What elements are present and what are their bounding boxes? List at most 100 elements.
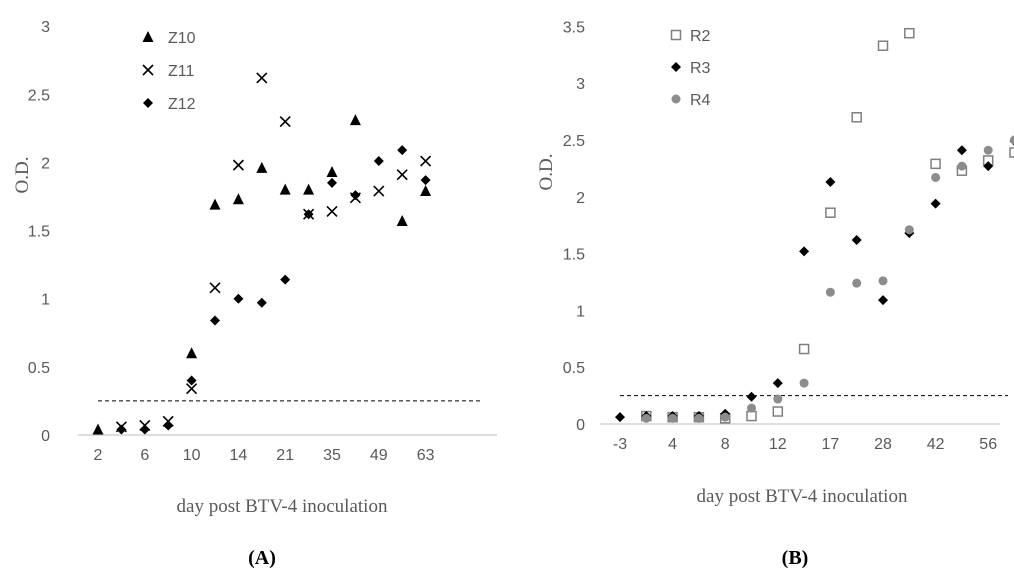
panel-b-x-tick-4: 17	[822, 436, 840, 453]
panel-b-x-tick-6: 42	[927, 436, 945, 453]
panel-b-legend-r3-marker	[671, 62, 681, 72]
panel-b-r4-point-1	[641, 413, 651, 423]
panel-a-z11-point-7	[256, 72, 268, 84]
panel-b-r2-point-12	[930, 158, 941, 170]
panel-b-legend-r4-label: R4	[690, 92, 711, 109]
panel-a-z11-point-12	[373, 185, 385, 197]
panel-a-z11-point-10	[326, 205, 338, 218]
panel-a-z10-point-7	[256, 161, 268, 173]
panel-a-y-tick-4: 2	[41, 155, 50, 172]
panel-b-y-tick-3: 1.5	[563, 247, 585, 264]
panel-a-series-z12	[116, 145, 431, 435]
panel-b-r4-point-12	[931, 172, 941, 182]
panel-a-z10-point-5	[209, 198, 221, 210]
panel-a-legend-z10-label: Z10	[168, 30, 196, 47]
panel-a-x-tick-3: 14	[230, 447, 248, 464]
panel-b-r3-point-13	[956, 145, 967, 156]
panel-b-y-tick-4: 2	[576, 190, 585, 207]
panel-a-z11-point-5-stroke-2	[209, 282, 221, 294]
panel-a-z10-point-13	[396, 215, 408, 227]
panel-b-x-tick-2: 8	[721, 436, 730, 453]
panel-a-z10-point-9	[303, 183, 315, 195]
panel-b-series-r2	[641, 27, 1014, 424]
panel-b-r4-point-9	[852, 278, 862, 288]
panel-a-z10-point-8	[279, 183, 291, 195]
panel-a-legend-z12-label: Z12	[168, 96, 196, 113]
panel-b-r2-point-8	[825, 207, 836, 218]
panel-a-z12-point-2	[139, 424, 150, 435]
panel-a-z11-point-14-stroke-2	[420, 155, 432, 167]
panel-a-x-tick-0: 2	[94, 447, 103, 464]
panel-b-x-tick-1: 4	[668, 436, 677, 453]
panel-a-z12-point-10	[327, 177, 337, 188]
panel-b-r3-point-5	[746, 391, 757, 402]
panel-b-y-tick-7: 3.5	[563, 19, 585, 36]
panel-b-x-tick-0: -3	[613, 436, 627, 453]
panel-b-r4-point-5	[747, 403, 756, 413]
panel-a-series-z11	[115, 72, 432, 433]
panel-b-r3-point-10	[878, 295, 888, 306]
panel-a-y-tick-3: 1.5	[28, 224, 50, 241]
panel-a-z12-point-9	[303, 209, 314, 220]
panel-a-z11-point-7-stroke-2	[256, 72, 268, 84]
panel-a-z12-point-1	[116, 424, 127, 435]
panel-a: O.D. day post BTV-4 inoculation (A) 0 0.5…	[12, 19, 497, 569]
panel-b-r4-point-8	[825, 287, 835, 297]
panel-a-x-tick-4: 21	[276, 447, 294, 464]
panel-a-z10-point-10	[326, 165, 338, 177]
panel-a-z11-point-6-stroke-2	[232, 159, 244, 171]
panel-b-r3-point-14	[983, 161, 994, 172]
panel-b-series-r3	[615, 136, 1014, 423]
panel-a-series-z10	[92, 114, 432, 435]
panel-b-legend-r2-marker	[670, 29, 682, 41]
panel-a-z11-point-8	[279, 115, 291, 128]
panel-a-z12-point-3	[163, 420, 174, 431]
panel-a-y-tick-5: 2.5	[28, 87, 50, 104]
panel-a-z11-point-12-stroke-2	[373, 185, 385, 197]
panel-b-r2-point-15	[1009, 147, 1014, 158]
panel-a-label: (A)	[248, 547, 276, 569]
panel-a-z11-point-4-stroke-2	[186, 383, 198, 395]
panel-b-series-r4	[641, 135, 1014, 423]
panel-a-z10-point-14	[420, 185, 432, 197]
panel-a-z12-point-11	[350, 190, 361, 201]
panel-b-r2-point-5	[746, 410, 757, 422]
panel-a-x-tick-7: 63	[417, 447, 435, 464]
panel-b-r3-point-0	[615, 412, 625, 423]
panel-b-r4-point-4	[720, 412, 730, 422]
panel-a-y-tick-0: 0	[41, 428, 50, 445]
panel-b-r4-point-13	[957, 161, 967, 171]
panel-a-z10-point-6	[232, 193, 244, 205]
panel-b-r4-point-3	[694, 413, 704, 423]
panel-b-r3-point-7	[799, 246, 810, 257]
panel-a-legend-z12-marker	[143, 98, 153, 108]
panel-a-z12-point-14	[420, 175, 431, 186]
panel-a-z11-point-5	[209, 282, 221, 294]
panel-a-z10-point-11	[349, 114, 361, 126]
panel-b-r4-point-10	[878, 276, 888, 286]
panel-b-legend-r3-label: R3	[690, 60, 711, 77]
panel-a-y-tick-1: 0.5	[28, 360, 50, 377]
panel-b-r2-point-10	[877, 40, 889, 51]
panel-b-y-tick-5: 2.5	[563, 133, 585, 150]
panel-a-z11-point-4	[186, 383, 198, 395]
panel-a-y-tick-2: 1	[41, 292, 50, 309]
panel-b-r4-point-2	[668, 413, 678, 423]
panel-b-y-title: O.D.	[536, 154, 557, 191]
panel-b-r4-point-14	[983, 145, 993, 155]
panel-a-z11-point-10-stroke-2	[326, 205, 338, 218]
panel-a-z12-point-5	[210, 315, 220, 326]
panel-a-z11-point-13-stroke-2	[396, 169, 408, 181]
panel-a-z11-point-14	[420, 155, 432, 167]
panel-a-legend-z11-marker	[142, 64, 154, 76]
panel-b-r4-point-7	[799, 378, 809, 388]
panel-b-r2-point-7	[798, 343, 810, 355]
panel-a-y-title: O.D.	[12, 157, 33, 194]
panel-a-z12-point-8	[280, 274, 291, 285]
panel-a-z11-point-6	[232, 159, 244, 171]
panel-a-z11-point-8-stroke-2	[279, 115, 291, 128]
panel-b-r2-point-6	[772, 406, 784, 417]
panel-a-x-tick-5: 35	[323, 447, 341, 464]
panel-b-r3-point-8	[825, 177, 836, 188]
